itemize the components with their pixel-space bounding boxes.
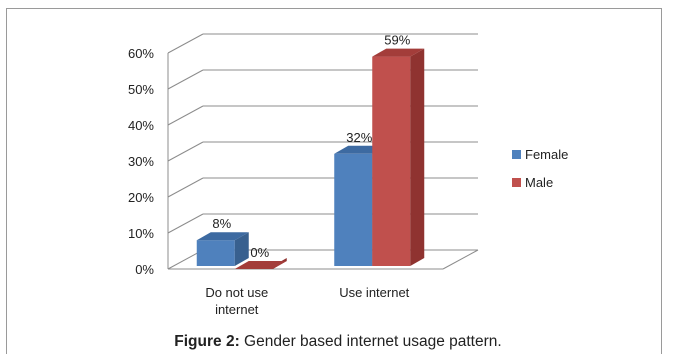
caption-label: Figure 2: xyxy=(174,333,240,350)
y-tick-label: 20% xyxy=(128,190,154,205)
gridline-depth xyxy=(167,105,204,126)
bar-side xyxy=(410,48,425,266)
y-tick-label: 30% xyxy=(128,154,154,169)
floor-edge-depth xyxy=(442,249,479,270)
data-label: 8% xyxy=(212,216,231,231)
gridline-depth xyxy=(167,69,204,90)
bar-top xyxy=(372,48,425,57)
legend-swatch xyxy=(512,150,521,159)
bar-top xyxy=(196,232,249,241)
bar-side xyxy=(234,232,249,266)
legend-swatch xyxy=(512,178,521,187)
data-label: 32% xyxy=(346,130,372,145)
y-tick-label: 40% xyxy=(128,118,154,133)
bar xyxy=(196,240,235,266)
caption-text: Gender based internet usage pattern. xyxy=(239,333,502,350)
gridline-depth xyxy=(167,33,204,54)
x-tick-label: Do not use xyxy=(205,285,268,300)
bar xyxy=(334,153,373,266)
bar-chart: 0% 10% 20% 30% 40% 50% 60% 8% 0% Do not use intern… xyxy=(128,33,568,317)
x-tick-label: internet xyxy=(215,302,259,317)
data-label: 0% xyxy=(250,245,269,260)
legend-label: Male xyxy=(525,175,553,190)
legend-label: Female xyxy=(525,147,568,162)
gridline-depth xyxy=(167,213,204,234)
y-tick-label: 10% xyxy=(128,226,154,241)
y-tick-label: 60% xyxy=(128,46,154,61)
x-tick-label: Use internet xyxy=(339,285,409,300)
y-tick-label: 0% xyxy=(135,262,154,277)
gridline-depth xyxy=(167,177,204,198)
y-tick-label: 50% xyxy=(128,82,154,97)
bar-top xyxy=(234,261,287,269)
figure-caption: Figure 2: Gender based internet usage pa… xyxy=(0,333,676,351)
data-label: 59% xyxy=(384,33,410,48)
bar xyxy=(372,56,411,266)
figure-frame xyxy=(6,8,662,354)
gridline-depth xyxy=(167,141,204,162)
